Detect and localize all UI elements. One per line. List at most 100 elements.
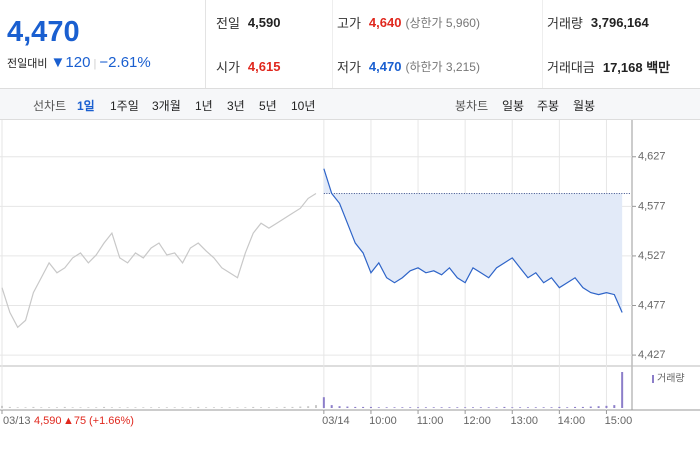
volume-bar [472, 407, 474, 408]
x-tick-label: 12:00 [463, 415, 491, 427]
tab[interactable]: 1주일 [110, 99, 139, 113]
y-tick-label: 4,527 [638, 250, 666, 262]
volume-bar [424, 407, 427, 408]
note: (하한가 3,215) [405, 59, 480, 74]
volume-bar [307, 406, 310, 408]
volume-bar [110, 407, 113, 408]
volume-bar [440, 407, 443, 408]
volume-bar [244, 407, 247, 408]
tab[interactable]: 1일 [77, 99, 95, 113]
volume-bar [322, 397, 325, 408]
volume-bar [338, 406, 341, 408]
volume-bar [126, 407, 129, 408]
label: 전일 [216, 15, 240, 31]
volume-bar [260, 407, 263, 408]
value: 4,590 [247, 14, 281, 30]
volume-bar [165, 407, 168, 408]
tab[interactable]: 10년 [291, 99, 316, 113]
volume-bar [8, 406, 11, 408]
volume-bar [377, 407, 380, 408]
tab[interactable]: 일봉 [502, 99, 525, 113]
volume-bar [283, 406, 286, 408]
volume-bar [95, 407, 98, 408]
label: 거래량 [547, 15, 583, 31]
volume-bar [197, 406, 200, 408]
volume-bar [220, 407, 223, 408]
x-tick-label: 03/14 [322, 415, 350, 427]
volume-bar [40, 407, 43, 408]
volume-bar [189, 407, 192, 408]
value: 4,615 [247, 58, 281, 74]
volume-bar [330, 405, 333, 408]
note: (상한가 5,960) [405, 15, 480, 30]
label: 시가 [216, 59, 240, 75]
summary-item: 전일 4,590 [212, 0, 332, 44]
volume-bar [173, 407, 176, 408]
footer-rate: (+1.66%) [89, 415, 134, 427]
x-tick-label: 14:00 [558, 415, 586, 427]
area-fill [323, 168, 623, 313]
footer-price: 4,590 [34, 415, 62, 427]
volume-bar [369, 406, 372, 408]
label: 고가 [337, 15, 361, 31]
footer-change: ▲75 [63, 415, 86, 427]
summary-item: 시가 4,615 [212, 44, 332, 88]
volume-bar [228, 407, 231, 408]
tab[interactable]: 1년 [195, 99, 213, 113]
change-rate: −2.61% [99, 54, 151, 71]
volume-bar [1, 405, 3, 408]
volume-bar [597, 406, 600, 408]
volume-bar [558, 406, 561, 408]
volume-bar [456, 407, 459, 408]
x-tick-label: 11:00 [417, 415, 444, 427]
volume-bar [574, 406, 577, 408]
volume-bar [589, 406, 592, 408]
volume-bar [212, 407, 215, 408]
summary-item: 저가 4,470 (하한가 3,215) [332, 44, 542, 88]
volume-bar [24, 407, 27, 408]
x-tick-label: 10:00 [369, 415, 397, 427]
tab[interactable]: 3개월 [152, 99, 181, 113]
label: 거래대금 [547, 59, 595, 75]
volume-bar [346, 406, 349, 408]
volume-bar [150, 407, 153, 408]
y-tick-label: 4,427 [638, 349, 666, 361]
volume-bar [503, 406, 506, 408]
volume-bar [362, 406, 365, 408]
price-line [323, 168, 623, 313]
volume-legend: 거래량 [657, 373, 685, 385]
y-tick-label: 4,477 [638, 299, 666, 311]
volume-bar [385, 407, 388, 408]
change-label: 전일대비 [7, 58, 48, 70]
volume-bar [63, 406, 66, 408]
tab-group-label: 선차트 [33, 99, 67, 113]
summary-item: 거래대금 17,168 백만 [542, 44, 700, 88]
volume-bar [236, 407, 239, 408]
tab[interactable]: 주봉 [537, 99, 560, 113]
volume-bar [613, 405, 616, 408]
volume-bar [55, 407, 58, 408]
tab[interactable]: 3년 [227, 99, 245, 113]
volume-bar [252, 406, 255, 408]
volume-legend-swatch [652, 375, 654, 383]
price-line [1, 192, 317, 329]
volume-bar [542, 407, 545, 408]
tab[interactable]: 5년 [259, 99, 277, 113]
tab[interactable]: 월봉 [573, 99, 596, 113]
quote-box: 4,470 전일대비 ▼120 | −2.61% [0, 0, 206, 88]
value: 17,168 백만 [602, 59, 671, 75]
tab-group-label: 봉차트 [455, 99, 489, 113]
x-tick-label: 03/13 [3, 415, 31, 427]
x-tick-label: 13:00 [510, 415, 538, 427]
volume-bar [448, 407, 451, 408]
volume-bar [464, 407, 467, 408]
volume-bar [79, 407, 82, 408]
volume-bar [315, 405, 317, 408]
volume-bar [158, 407, 160, 408]
volume-bar [432, 407, 435, 408]
volume-bar [299, 406, 302, 408]
value: 4,640 [368, 14, 402, 30]
volume-bar [526, 407, 529, 408]
volume-bar [32, 406, 35, 408]
